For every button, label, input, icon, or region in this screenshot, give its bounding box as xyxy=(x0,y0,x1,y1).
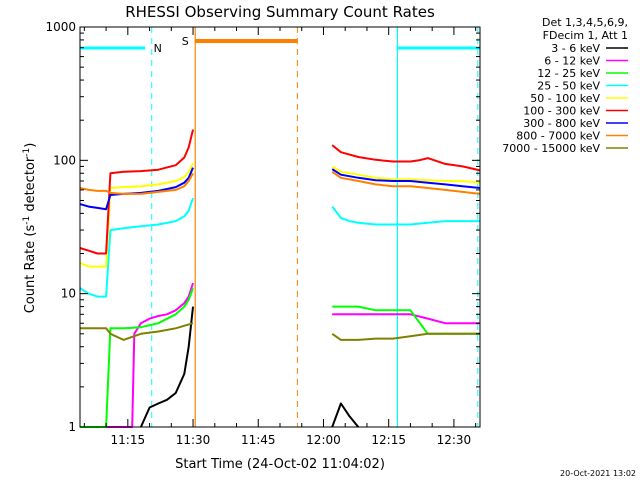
legend-label: 300 - 800 keV xyxy=(523,117,600,130)
saa-label: S xyxy=(182,35,189,48)
x-tick-label: 11:15 xyxy=(111,433,146,447)
legend-label: 12 - 25 keV xyxy=(537,67,600,80)
y-tick-label: 1000 xyxy=(45,20,76,34)
legend-label: 50 - 100 keV xyxy=(530,92,600,105)
series-line-800-7000-kev-after-gap xyxy=(331,170,481,195)
chart-title: RHESSI Observing Summary Count Rates xyxy=(125,3,435,21)
x-axis-label: Start Time (24-Oct-02 11:04:02) xyxy=(175,457,385,472)
series-line-50-100-kev-before-gap xyxy=(79,162,194,268)
night-label: N xyxy=(154,42,162,55)
y-axis-label: Count Rate (s-1 detector-1) xyxy=(22,143,38,314)
legend-header-line-1: Det 1,3,4,5,6,9, xyxy=(542,16,628,29)
footer-timestamp: 20-Oct-2021 13:02 xyxy=(560,469,636,478)
legend-label: 6 - 12 keV xyxy=(544,55,600,68)
y-axis-label-main: Count Rate (s xyxy=(23,225,38,314)
series-line-12-25-kev-after-gap xyxy=(332,305,480,335)
legend-label: 25 - 50 keV xyxy=(537,80,600,93)
series-line-50-100-kev-after-gap xyxy=(331,165,481,184)
series-line-7000-15000-kev-before-gap xyxy=(80,322,194,341)
series-line-6-12-kev-after-gap xyxy=(332,313,480,325)
legend-label: 800 - 7000 keV xyxy=(516,130,600,143)
y-tick-label: 100 xyxy=(53,153,76,167)
legend-header-line-2: FDecim 1, Att 1 xyxy=(543,29,628,42)
y-axis-label-sup1: -1 xyxy=(22,216,32,225)
x-tick-label: 11:30 xyxy=(176,433,211,447)
series-line-25-50-kev-after-gap xyxy=(331,205,480,226)
x-tick-label: 12:15 xyxy=(371,433,406,447)
y-axis-label-mid: detector xyxy=(23,156,38,216)
series-line-800-7000-kev-before-gap xyxy=(79,172,194,195)
axes-layer: 1 10 100 1000 11:15 11:30 11:45 12:00 12:15 12:30 xyxy=(45,20,480,447)
x-tick-label: 12:00 xyxy=(306,433,341,447)
series-line-25-50-kev-before-gap xyxy=(79,197,194,298)
series-line-3-6-kev-after-gap xyxy=(331,402,360,428)
legend-label: 100 - 300 keV xyxy=(523,105,600,118)
series-line-3-6-kev-before-gap xyxy=(139,306,194,428)
series-line-300-800-kev-after-gap xyxy=(331,168,481,189)
legend-label: 7000 - 15000 keV xyxy=(502,142,600,155)
x-tick-label: 12:30 xyxy=(437,433,472,447)
series-line-6-12-kev-before-gap xyxy=(80,282,194,428)
series-line-100-300-kev-after-gap xyxy=(331,144,481,172)
y-tick-label: 10 xyxy=(61,287,76,301)
x-tick-label: 11:45 xyxy=(241,433,276,447)
series-line-300-800-kev-before-gap xyxy=(79,167,194,211)
series-line-100-300-kev-before-gap xyxy=(79,129,194,255)
y-axis-label-end: ) xyxy=(23,143,38,148)
legend-label: 3 - 6 keV xyxy=(551,42,600,55)
y-axis-label-sup2: -1 xyxy=(22,148,32,157)
series-layer xyxy=(79,129,481,428)
series-line-7000-15000-kev-after-gap xyxy=(331,332,480,341)
y-tick-label: 1 xyxy=(68,420,76,434)
series-line-12-25-kev-before-gap xyxy=(80,287,194,428)
annotation-layer: NS xyxy=(80,27,480,427)
